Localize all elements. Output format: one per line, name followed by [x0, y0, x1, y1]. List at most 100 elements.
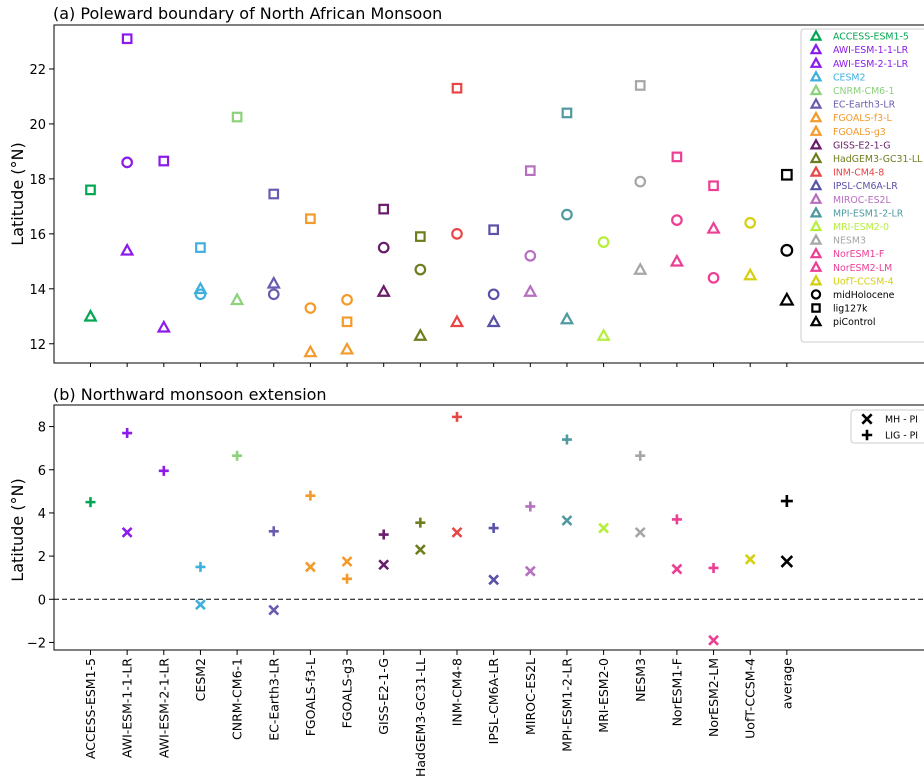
x-tick-label: FGOALS-g3: [340, 658, 355, 728]
marker-LIG - PI: [452, 411, 462, 422]
legend-a-label: NESM3: [833, 236, 866, 247]
marker-piControl: [229, 292, 245, 306]
marker-piControl: [706, 220, 721, 234]
marker-MH - PI: [561, 515, 573, 526]
legend-b-marker: [861, 413, 873, 425]
x-tick-label: MIROC-ES2L: [523, 658, 538, 735]
legend-a-label: CNRM-CM6-1: [833, 86, 895, 97]
marker-lig127k: [671, 151, 683, 163]
x-tick-label: MRI-ESM2-0: [596, 658, 611, 733]
marker-piControl: [376, 284, 391, 297]
legend-a-marker: [809, 233, 823, 245]
panel-b-ylabel: Latitude (°N): [8, 478, 27, 581]
x-tick-label: FGOALS-f3-L: [303, 658, 318, 736]
legend-a-label: UofT-CCSM-4: [833, 276, 894, 287]
x-tick-label: ACCESS-ESM1-5: [83, 658, 98, 759]
marker-piControl: [413, 328, 428, 341]
marker-midHolocene: [524, 249, 537, 262]
legend-a-marker: [809, 219, 823, 232]
marker-midHolocene: [671, 214, 683, 226]
marker-LIG - PI: [525, 501, 536, 512]
legend-a-label: NorESM2-LM: [833, 263, 892, 274]
marker-LIG - PI: [195, 561, 206, 572]
marker-lig127k: [524, 165, 536, 176]
marker-midHolocene: [267, 288, 280, 301]
marker-LIG - PI: [158, 465, 169, 476]
marker-MH - PI: [195, 599, 206, 611]
marker-LIG - PI: [561, 434, 572, 445]
marker-piControl: [486, 314, 501, 328]
panel-a-ytick-label: 12: [29, 338, 46, 353]
legend-a-label: MPI-ESM1-2-LR: [833, 208, 904, 219]
marker-LIG - PI: [780, 495, 793, 508]
marker-MH - PI: [744, 553, 756, 565]
marker-LIG - PI: [122, 428, 133, 439]
panel-b-legend: MH - PI LIG - PI: [850, 409, 924, 444]
marker-LIG - PI: [415, 517, 426, 528]
legend-b-label: LIG - PI: [885, 431, 918, 442]
marker-LIG - PI: [85, 497, 96, 508]
legend-a-marker: [809, 151, 823, 164]
panel-b-ytick-label: 4: [38, 507, 46, 522]
legend-b-marker: [861, 429, 873, 441]
legend-b-label: MH - PI: [885, 415, 918, 426]
marker-piControl: [156, 319, 171, 333]
x-tick-label: INM-CM4-8: [450, 658, 465, 726]
x-tick-label: NorESM1-F: [669, 658, 684, 726]
marker-midHolocene: [377, 241, 390, 254]
marker-midHolocene: [780, 243, 794, 257]
legend-a-marker: [809, 274, 823, 286]
marker-LIG - PI: [488, 523, 499, 534]
marker-lig127k: [85, 184, 96, 196]
marker-MH - PI: [268, 604, 280, 616]
marker-midHolocene: [597, 236, 610, 248]
marker-lig127k: [378, 203, 390, 215]
marker-lig127k: [341, 316, 353, 328]
marker-MH - PI: [524, 565, 536, 577]
panel-a-ytick-label: 16: [29, 228, 46, 243]
x-tick-label: NorESM2-LM: [706, 658, 721, 737]
x-tick-label: HadGEM3-GC31-LL: [413, 658, 428, 777]
marker-lig127k: [634, 80, 646, 91]
marker-midHolocene: [707, 271, 720, 284]
marker-piControl: [266, 275, 281, 289]
marker-LIG - PI: [342, 573, 353, 584]
marker-piControl: [193, 281, 208, 295]
marker-MH - PI: [121, 526, 133, 538]
marker-midHolocene: [304, 302, 317, 314]
marker-piControl: [669, 253, 685, 267]
marker-lig127k: [121, 33, 133, 45]
x-tick-label: AWI-ESM-2-1-LR: [156, 658, 171, 758]
marker-MH - PI: [414, 544, 426, 556]
marker-lig127k: [231, 111, 243, 123]
x-tick-label: average: [779, 658, 794, 709]
marker-midHolocene: [634, 175, 647, 188]
panel-b-ytick-label: 2: [38, 550, 46, 565]
panel-a-ytick-label: 18: [29, 173, 46, 188]
marker-lig127k: [451, 82, 463, 94]
legend-a-marker: [809, 110, 823, 123]
marker-MH - PI: [304, 561, 316, 573]
x-tick-label: GISS-E2-1-G: [376, 658, 391, 735]
marker-lig127k: [780, 168, 793, 181]
panel-b-title: (b) Northward monsoon extension: [53, 385, 327, 404]
panel-b-markers: [85, 411, 794, 646]
marker-midHolocene: [194, 288, 207, 301]
marker-LIG - PI: [708, 562, 719, 573]
marker-piControl: [339, 341, 355, 355]
marker-piControl: [120, 242, 135, 256]
marker-MH - PI: [671, 563, 683, 575]
panel-b-ytick-label: 8: [38, 421, 46, 436]
marker-lig127k: [195, 242, 206, 253]
panel-b-ytick-label: −2: [27, 636, 46, 651]
legend-a-marker: [809, 29, 823, 41]
panel-a-ytick-label: 22: [29, 63, 46, 78]
marker-piControl: [303, 344, 318, 358]
legend-a-marker: [810, 289, 822, 300]
x-tick-label: UofT-CCSM-4: [743, 658, 758, 739]
legend-a-marker: [809, 206, 823, 218]
legend-a-label: ACCESS-ESM1-5: [833, 32, 909, 43]
legend-a-label: MRI-ESM2-0: [833, 222, 889, 233]
legend-a-label: HadGEM3-GC31-LL: [833, 154, 923, 165]
